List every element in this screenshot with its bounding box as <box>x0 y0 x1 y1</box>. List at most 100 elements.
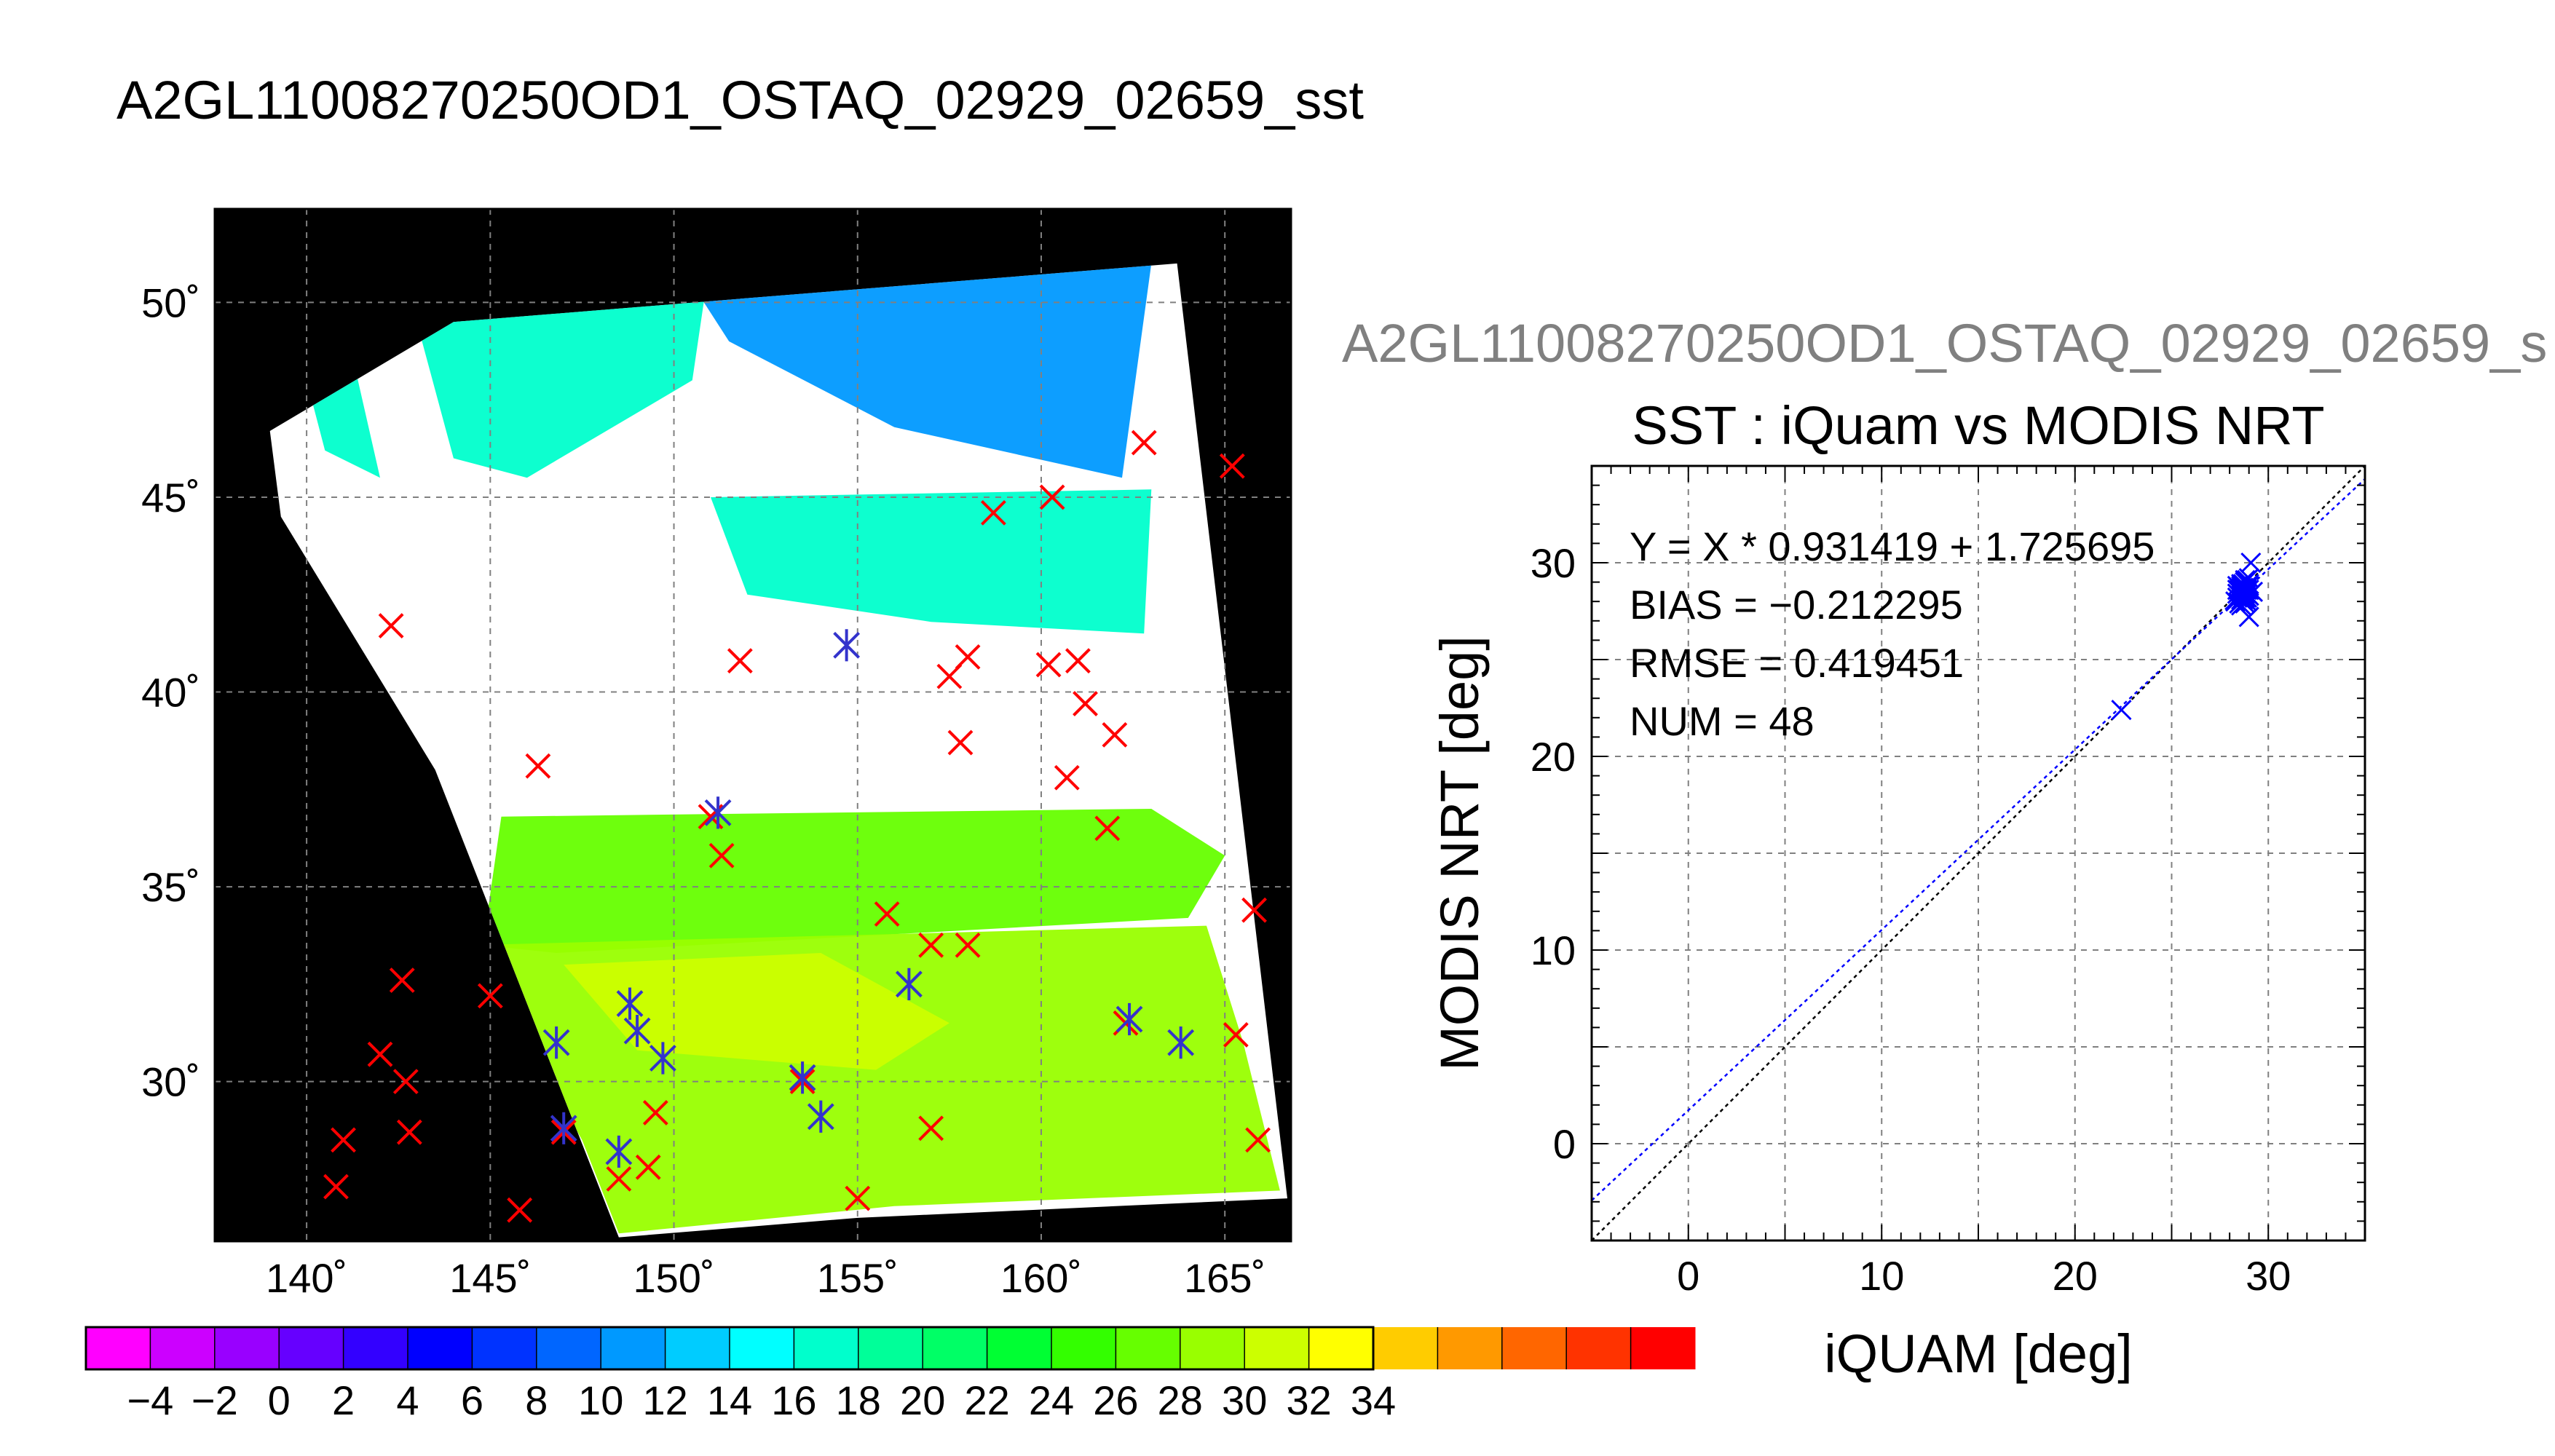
scatter-point <box>2236 583 2258 604</box>
marker-stroke <box>389 968 415 993</box>
marker-stroke <box>727 648 753 674</box>
colorbar-tick-label: 14 <box>707 1377 752 1423</box>
colorbar-tick-label: 24 <box>1029 1377 1074 1423</box>
scatter-x-label: iQUAM [deg] <box>1824 1324 2133 1384</box>
marker-stroke <box>1245 1127 1271 1153</box>
map-matchup-x <box>525 753 551 779</box>
map-matchup-x <box>1094 815 1121 842</box>
map-lat-tick-label: 30˚ <box>141 1059 200 1105</box>
colorbar-bin <box>1051 1327 1116 1369</box>
scatter-points <box>2111 552 2264 721</box>
scatter-title: SST : iQuam vs MODIS NRT <box>1632 395 2324 456</box>
colorbar-bin <box>408 1327 473 1369</box>
map-matchup-x <box>918 1115 944 1142</box>
colorbar-tick-label: 26 <box>1093 1377 1138 1423</box>
scatter-x-tick-label: 30 <box>2246 1253 2291 1299</box>
marker-stroke <box>1241 897 1267 923</box>
map-matchup-asterisk <box>807 1100 834 1133</box>
marker-stroke <box>1094 815 1121 842</box>
page-title: A2GL11008270250OD1_OSTAQ_02929_02659_sst <box>117 70 1364 130</box>
colorbar-bin <box>343 1327 408 1369</box>
marker-stroke <box>323 1174 349 1200</box>
colorbar-bin <box>1180 1327 1245 1369</box>
map-lon-tick-label: 145˚ <box>449 1255 531 1301</box>
marker-stroke <box>1065 648 1091 674</box>
marker-stroke <box>2236 583 2258 604</box>
colorbar-tick-label: 18 <box>836 1377 881 1423</box>
scatter-x-tick-label: 10 <box>1859 1253 1904 1299</box>
map-grid <box>215 209 1291 1241</box>
map-lat-tick-label: 45˚ <box>141 475 200 521</box>
colorbar-bin <box>1244 1327 1310 1369</box>
marker-stroke <box>947 729 974 756</box>
colorbar-tick-label: 8 <box>525 1377 548 1423</box>
scatter-point <box>2235 587 2256 608</box>
marker-stroke <box>1054 764 1080 791</box>
marker-stroke <box>525 753 551 779</box>
map-matchup-x <box>389 968 415 993</box>
sst-region <box>564 953 949 1070</box>
map-matchup-x <box>642 1100 668 1125</box>
map-matchup-x <box>606 1166 632 1192</box>
map-matchup-asterisk <box>1167 1026 1195 1059</box>
map-matchup-asterisk <box>895 968 923 1000</box>
map-matchup-x <box>845 1185 871 1211</box>
map-matchup-x <box>331 1127 356 1153</box>
map-lat-tick-label: 50˚ <box>141 280 200 325</box>
marker-stroke <box>845 1185 871 1211</box>
marker-stroke <box>2111 700 2132 721</box>
marker-stroke <box>396 1119 422 1145</box>
colorbar-tick-label: 20 <box>900 1377 945 1423</box>
scatter-y-tick-label: 20 <box>1531 734 1576 780</box>
colorbar-tick-label: −4 <box>127 1377 173 1423</box>
colorbar-frame <box>84 1326 1375 1371</box>
map-matchup-x <box>727 648 753 674</box>
marker-stroke <box>874 901 900 927</box>
scatter-panel: SST : iQuam vs MODIS NRT 0 10 20 300102030 … <box>1429 395 2366 1384</box>
map-matchup-x <box>635 1154 661 1180</box>
marker-stroke <box>378 613 404 638</box>
map-lat-tick-label: 40˚ <box>141 670 200 716</box>
marker-stroke <box>606 1166 632 1192</box>
map-lon-tick-label: 165˚ <box>1184 1255 1265 1301</box>
scatter-x-tick-label: 20 <box>2053 1253 2098 1299</box>
marker-stroke <box>708 842 735 869</box>
map-matchup-x <box>947 729 974 756</box>
colorbar-tick-label: 16 <box>771 1377 816 1423</box>
map-matchup-x <box>1131 430 1157 456</box>
marker-stroke <box>2235 587 2256 608</box>
colorbar-bin <box>1630 1327 1696 1369</box>
colorbar-tick-label: 22 <box>964 1377 1009 1423</box>
map-lon-tick-label: 140˚ <box>266 1255 347 1301</box>
marker-stroke <box>642 1100 668 1125</box>
marker-stroke <box>1219 453 1245 479</box>
scatter-point <box>2232 581 2254 602</box>
map-matchup-x <box>1035 652 1062 678</box>
colorbar-bin <box>858 1327 923 1369</box>
colorbar-bin <box>730 1327 794 1369</box>
marker-stroke <box>635 1154 661 1180</box>
marker-stroke <box>367 1041 393 1067</box>
map-matchup-x <box>1223 1021 1249 1048</box>
map-axis-labels: 140˚ 145˚ 150˚ 155˚ 160˚ 165˚ 30˚ 35˚ 40˚ 45˚ 50˚ <box>141 280 1265 1301</box>
map-matchup-x <box>1065 648 1091 674</box>
colorbar-bin <box>279 1327 344 1369</box>
map-matchup-x <box>980 499 1006 526</box>
colorbar-tick-label: 34 <box>1351 1377 1396 1423</box>
map-panel: 140˚ 145˚ 150˚ 155˚ 160˚ 165˚ 30˚ 35˚ 40˚ 45˚ 50˚ <box>141 207 1292 1301</box>
map-lon-tick-label: 155˚ <box>817 1255 899 1301</box>
colorbar-tick-label: 12 <box>642 1377 687 1423</box>
marker-stroke <box>2231 585 2252 606</box>
map-matchup-x <box>918 932 944 958</box>
marker-stroke <box>331 1127 356 1153</box>
scatter-axis-ticks: 0 10 20 30 0 10 20 30 <box>1531 465 2366 1299</box>
marker-stroke <box>2232 581 2254 602</box>
map-matchup-x <box>1245 1127 1271 1153</box>
scatter-y-tick-label: 0 <box>1553 1121 1576 1167</box>
colorbar-bin <box>601 1327 666 1369</box>
colorbar-tick-label: 0 <box>268 1377 291 1423</box>
map-matchup-x <box>396 1119 422 1145</box>
marker-stroke <box>1073 691 1098 716</box>
colorbar-bin <box>1115 1327 1181 1369</box>
